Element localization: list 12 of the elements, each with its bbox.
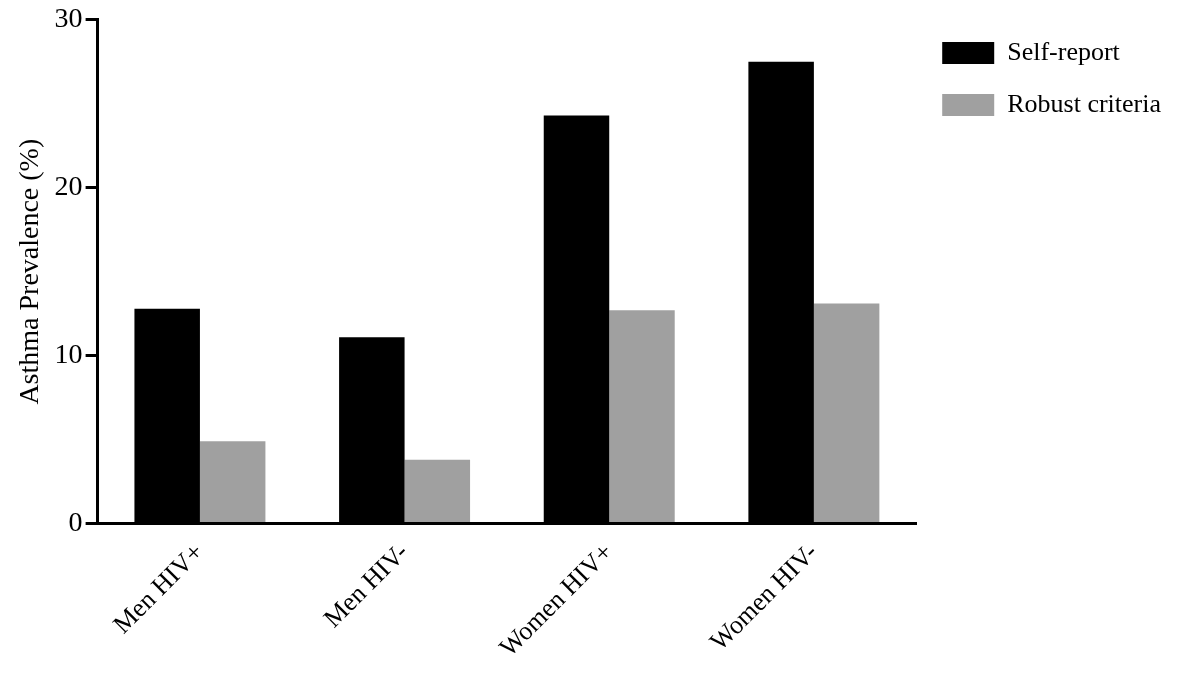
- x-tick-label: Men HIV-: [317, 537, 414, 634]
- y-tick-label: 0: [68, 505, 83, 537]
- legend-label: Self-report: [1007, 36, 1121, 66]
- y-axis-title: Asthma Prevalence (%): [13, 138, 45, 405]
- bar: [813, 303, 880, 523]
- bar: [404, 459, 471, 523]
- y-tick-label: 10: [54, 338, 83, 370]
- bar: [199, 441, 266, 523]
- legend-label: Robust criteria: [1007, 88, 1162, 118]
- bar: [609, 310, 675, 523]
- y-tick-label: 20: [54, 170, 83, 202]
- y-tick-label: 30: [54, 2, 83, 34]
